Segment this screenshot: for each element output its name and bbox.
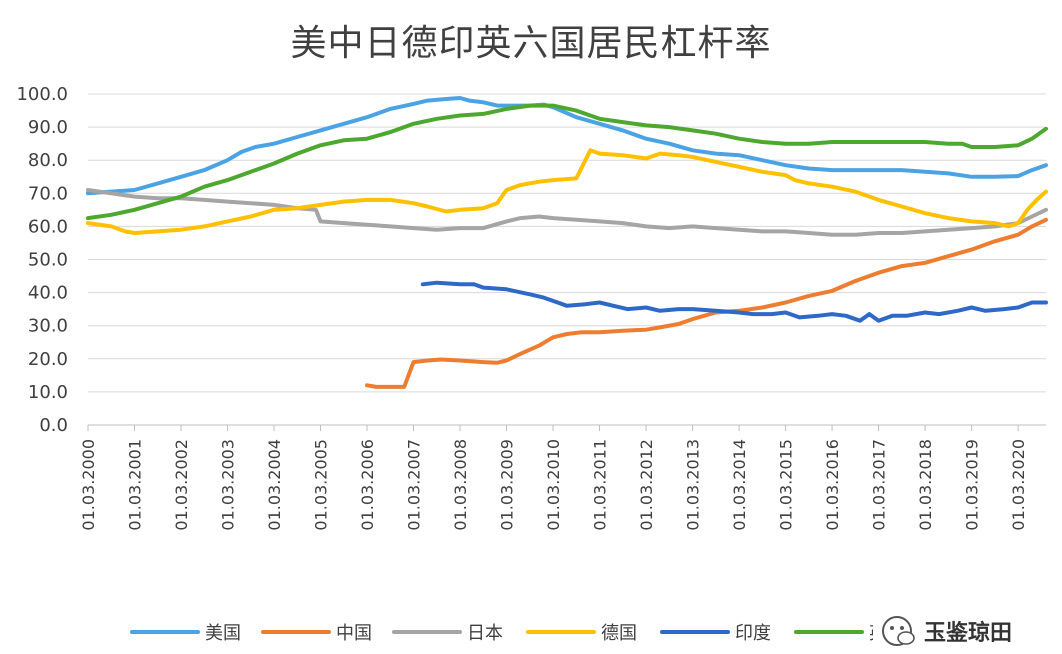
- x-tick-label: 01.03.2008: [451, 439, 470, 531]
- y-tick-label: 70.0: [28, 183, 68, 204]
- x-tick-label: 01.03.2000: [79, 439, 98, 531]
- watermark-text: 玉鉴琼田: [924, 620, 1012, 646]
- x-tick-label: 01.03.2005: [312, 439, 331, 531]
- y-tick-label: 0.0: [39, 415, 68, 436]
- x-tick-label: 01.03.2011: [591, 439, 610, 531]
- y-tick-label: 50.0: [28, 250, 68, 271]
- watermark: 玉鉴琼田: [873, 612, 1062, 654]
- y-tick-label: 100.0: [16, 84, 68, 105]
- y-axis-ticks: 0.0 10.0 20.0 30.0 40.0 50.0 60.0 70.0 80.0 90.0 1…: [16, 84, 68, 436]
- legend-label: 中国: [336, 623, 372, 644]
- x-axis-ticks: 01.03.2000 01.03.2001 01.03.2002 01.03.2003…: [79, 425, 1028, 531]
- x-tick-label: 01.03.2016: [823, 439, 842, 531]
- x-tick-label: 01.03.2018: [916, 439, 935, 531]
- y-tick-label: 10.0: [28, 382, 68, 403]
- legend: 美国中国日本德国印度英国: [130, 623, 905, 644]
- x-tick-label: 01.03.2006: [358, 439, 377, 531]
- x-tick-label: 01.03.2009: [498, 439, 517, 531]
- x-tick-label: 01.03.2013: [684, 439, 703, 531]
- chart-title: 美中日德印英六国居民杠杆率: [290, 23, 772, 64]
- y-tick-label: 90.0: [28, 117, 68, 138]
- grid-lines: [88, 93, 1046, 426]
- legend-label: 美国: [205, 623, 241, 644]
- x-tick-label: 01.03.2020: [1009, 439, 1028, 531]
- x-tick-label: 01.03.2001: [126, 439, 145, 531]
- y-tick-label: 30.0: [28, 316, 68, 337]
- x-tick-label: 01.03.2003: [219, 439, 238, 531]
- x-tick-label: 01.03.2019: [963, 439, 982, 531]
- y-tick-label: 20.0: [28, 349, 68, 370]
- series-lines: [86, 96, 1048, 389]
- y-tick-label: 60.0: [28, 216, 68, 237]
- y-tick-label: 80.0: [28, 150, 68, 171]
- x-tick-label: 01.03.2017: [870, 439, 889, 531]
- wechat-icon: [882, 616, 915, 646]
- legend-label: 印度: [735, 623, 771, 644]
- series-line-3: [86, 148, 1048, 235]
- legend-label: 日本: [467, 623, 503, 644]
- x-tick-label: 01.03.2002: [172, 439, 191, 531]
- series-line-5: [86, 103, 1048, 221]
- x-tick-label: 01.03.2004: [265, 439, 284, 531]
- x-tick-label: 01.03.2014: [730, 439, 749, 531]
- series-line-4: [420, 280, 1048, 323]
- series-line-2: [86, 188, 1048, 237]
- y-tick-label: 40.0: [28, 283, 68, 304]
- x-tick-label: 01.03.2012: [637, 439, 656, 531]
- x-tick-label: 01.03.2015: [777, 439, 796, 531]
- legend-label: 德国: [601, 623, 637, 644]
- x-tick-label: 01.03.2007: [405, 439, 424, 531]
- series-line-1: [365, 217, 1048, 389]
- x-tick-label: 01.03.2010: [544, 439, 563, 531]
